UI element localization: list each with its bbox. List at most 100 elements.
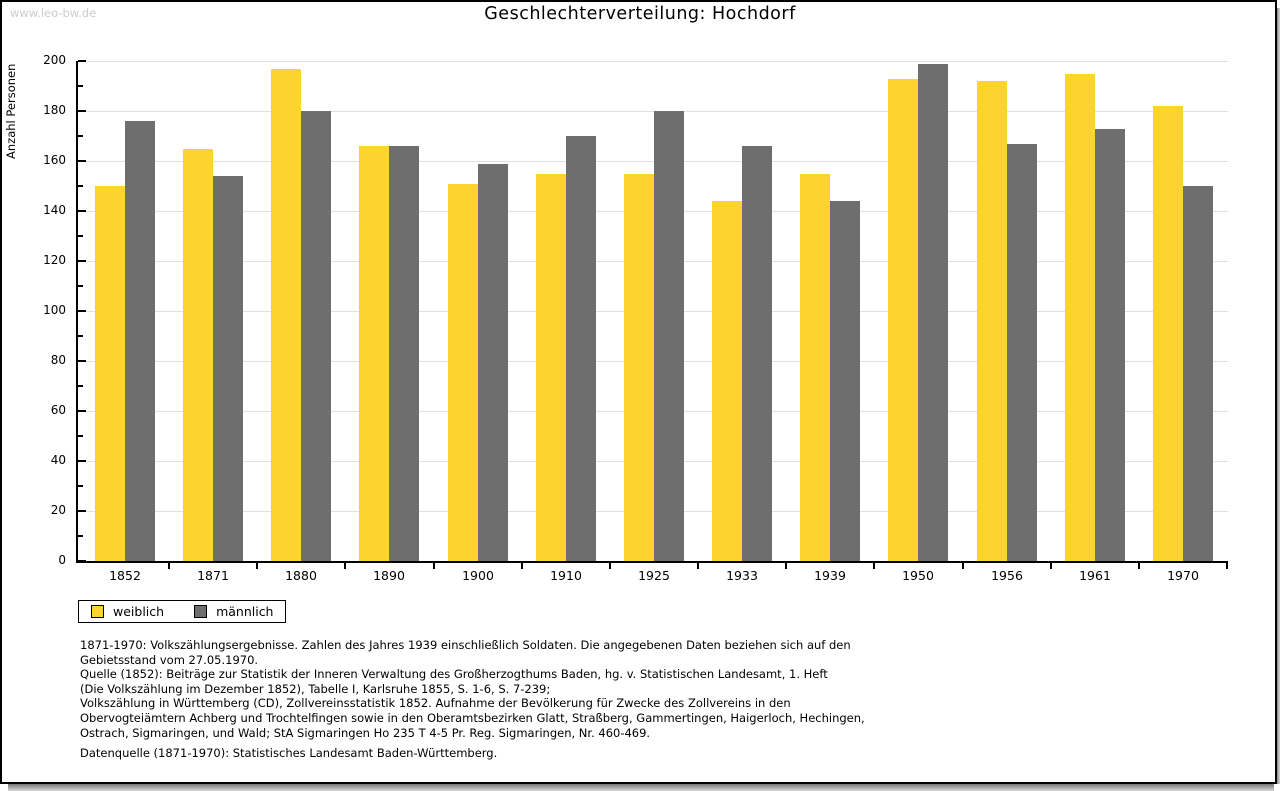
y-axis-tick xyxy=(78,185,83,187)
y-axis-label: Anzahl Personen xyxy=(4,63,18,159)
x-tick-label: 1950 xyxy=(902,568,934,583)
y-axis-tick xyxy=(78,385,83,387)
legend-swatch-weiblich xyxy=(91,605,104,618)
x-axis-tick xyxy=(432,563,435,569)
footnote-line: (Die Volkszählung im Dezember 1852), Tab… xyxy=(80,681,551,696)
y-axis-tick xyxy=(78,535,83,537)
y-axis-tick xyxy=(78,60,86,62)
bar-weiblich-1961 xyxy=(1064,73,1095,561)
y-axis-tick xyxy=(78,460,86,462)
x-tick-label: 1852 xyxy=(109,568,141,583)
footnote-line: 1871-1970: Volkszählungsergebnisse. Zahl… xyxy=(80,638,851,652)
y-axis-tick xyxy=(78,85,83,87)
bar-weiblich-1933 xyxy=(712,201,743,561)
legend-swatch-maennlich xyxy=(194,605,208,618)
bar-männlich-1910 xyxy=(565,136,596,561)
bar-group-1871 xyxy=(183,61,244,561)
bar-männlich-1933 xyxy=(742,146,773,561)
x-tick-label: 1890 xyxy=(373,568,405,583)
footnote-line: Gebietsstand vom 27.05.1970. xyxy=(80,652,259,667)
x-axis-tick xyxy=(1138,563,1140,569)
legend-item-maennlich: männlich xyxy=(194,604,273,619)
bar-group-1880 xyxy=(271,61,332,561)
bar-weiblich-1956 xyxy=(976,81,1007,561)
bar-männlich-1890 xyxy=(389,146,420,561)
gridline xyxy=(78,61,1228,62)
bar-weiblich-1950 xyxy=(888,78,919,561)
bar-group-1970 xyxy=(1152,61,1213,561)
bar-männlich-1871 xyxy=(213,176,244,561)
bar-group-1961 xyxy=(1064,61,1125,561)
x-axis-line xyxy=(76,561,1228,563)
bar-group-1925 xyxy=(623,61,684,561)
bar-group-1890 xyxy=(359,61,420,561)
chart-title: Geschlechterverteilung: Hochdorf xyxy=(484,4,796,24)
y-axis-tick xyxy=(78,410,86,412)
gridline xyxy=(78,161,1228,162)
bar-groups xyxy=(78,61,1228,561)
bar-weiblich-1890 xyxy=(359,146,390,561)
gridline xyxy=(78,111,1228,112)
x-axis-tick xyxy=(256,563,258,569)
bar-group-1956 xyxy=(976,61,1037,561)
y-tick-label: 160 xyxy=(43,153,66,167)
legend-label-maennlich: männlich xyxy=(216,604,274,619)
y-tick-label: 200 xyxy=(43,53,66,67)
footnote-line: Obervogteiämtern Achberg und Trochtelfin… xyxy=(80,710,865,725)
y-tick-label: 40 xyxy=(50,453,66,467)
y-axis-tick xyxy=(78,485,83,487)
y-tick-label: 80 xyxy=(50,353,66,367)
y-axis-line xyxy=(76,61,78,563)
bar-weiblich-1910 xyxy=(535,173,566,561)
bar-weiblich-1925 xyxy=(623,173,654,561)
bar-weiblich-1939 xyxy=(800,173,831,561)
bar-männlich-1970 xyxy=(1182,186,1213,561)
x-axis-tick xyxy=(697,563,699,569)
right-shadow xyxy=(1277,8,1280,784)
bar-group-1950 xyxy=(888,61,949,561)
y-tick-label: 100 xyxy=(43,303,66,317)
x-tick-label: 1956 xyxy=(991,568,1023,583)
y-axis-tick xyxy=(78,235,83,237)
x-tick-label: 1970 xyxy=(1167,568,1199,583)
x-tick-label: 1939 xyxy=(814,568,846,583)
y-tick-label: 120 xyxy=(43,253,66,267)
y-tick-label: 180 xyxy=(43,103,66,117)
bar-männlich-1961 xyxy=(1094,128,1125,561)
x-axis-tick xyxy=(344,563,346,569)
bar-weiblich-1970 xyxy=(1152,106,1183,561)
bar-weiblich-1880 xyxy=(271,68,302,561)
x-axis-end-tick xyxy=(1226,563,1228,569)
x-axis-tick xyxy=(168,563,170,569)
x-tick-label: 1961 xyxy=(1079,568,1111,583)
y-axis-tick xyxy=(78,160,86,162)
x-axis-tick xyxy=(521,563,523,569)
y-tick-label: 60 xyxy=(50,403,66,417)
x-axis-tick xyxy=(1050,563,1052,569)
bar-group-1852 xyxy=(95,61,155,561)
bar-männlich-1852 xyxy=(125,121,155,561)
y-axis-tick xyxy=(78,260,86,262)
source-footnotes: 1871-1970: Volkszählungsergebnisse. Zahl… xyxy=(80,638,1180,740)
bar-group-1900 xyxy=(447,61,508,561)
chart-legend: weiblich männlich xyxy=(78,600,287,623)
y-axis-tick xyxy=(78,435,83,437)
x-tick-label: 1910 xyxy=(550,568,582,583)
bar-weiblich-1900 xyxy=(447,183,478,561)
x-tick-label: 1871 xyxy=(197,568,229,583)
x-axis-tick xyxy=(609,563,611,569)
bar-group-1939 xyxy=(800,61,861,561)
y-axis-tick xyxy=(78,335,83,337)
footnote-line: Volkszählung in Württemberg (CD), Zollve… xyxy=(80,696,791,711)
x-axis-tick xyxy=(873,563,875,569)
footnote-line: Ostrach, Sigmaringen, und Wald; StA Sigm… xyxy=(80,725,651,740)
bar-group-1910 xyxy=(535,61,596,561)
bar-männlich-1925 xyxy=(653,111,684,561)
y-axis-tick xyxy=(78,135,83,137)
bottom-shadow xyxy=(8,784,1274,791)
y-axis-tick xyxy=(78,285,83,287)
y-axis-tick xyxy=(78,310,86,312)
y-tick-label: 20 xyxy=(50,503,66,517)
bar-männlich-1956 xyxy=(1006,143,1037,561)
